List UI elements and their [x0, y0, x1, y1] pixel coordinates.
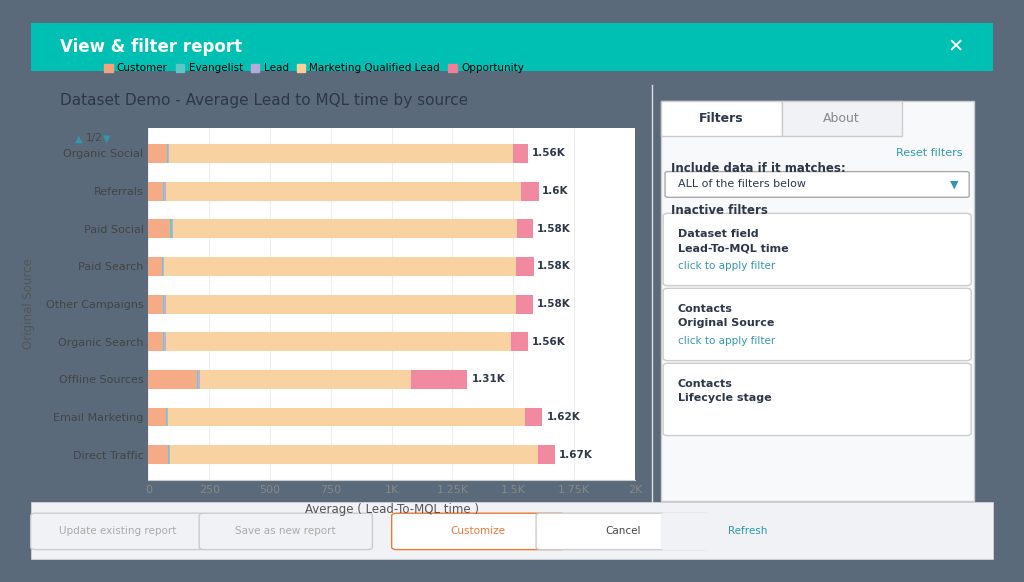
Bar	[164, 182, 166, 201]
Bar	[516, 257, 534, 276]
X-axis label: Average ( Lead-To-MQL time ): Average ( Lead-To-MQL time )	[305, 503, 478, 516]
Bar	[148, 257, 162, 276]
Bar	[166, 332, 511, 351]
Bar	[148, 332, 163, 351]
Text: 1.67K: 1.67K	[559, 450, 593, 460]
Bar	[148, 219, 170, 238]
Text: 1.6K: 1.6K	[542, 186, 568, 196]
Text: Contacts: Contacts	[678, 379, 732, 389]
Text: 1.31K: 1.31K	[471, 374, 505, 385]
Text: Contacts: Contacts	[678, 304, 732, 314]
Text: ALL of the filters below: ALL of the filters below	[678, 179, 806, 190]
Text: Filters: Filters	[699, 112, 743, 125]
Text: Customize: Customize	[451, 526, 506, 537]
Bar	[148, 370, 197, 389]
Y-axis label: Original Source: Original Source	[22, 259, 35, 349]
Bar	[538, 445, 555, 464]
FancyBboxPatch shape	[664, 214, 971, 286]
Bar	[168, 407, 525, 427]
Text: click to apply filter: click to apply filter	[678, 261, 775, 271]
Text: Dataset field: Dataset field	[678, 229, 758, 239]
Bar	[169, 445, 170, 464]
Bar	[167, 407, 168, 427]
Bar	[162, 257, 163, 276]
Text: Lifecycle stage: Lifecycle stage	[678, 393, 771, 403]
Bar	[166, 407, 167, 427]
FancyBboxPatch shape	[31, 23, 993, 72]
Bar	[167, 144, 168, 163]
Bar	[511, 332, 528, 351]
Text: 1.56K: 1.56K	[532, 337, 566, 347]
Text: 1.58K: 1.58K	[538, 261, 570, 271]
Text: ▼: ▼	[950, 179, 958, 190]
FancyBboxPatch shape	[662, 101, 974, 501]
Text: ▲: ▲	[75, 133, 83, 143]
Text: ▼: ▼	[102, 133, 111, 143]
Bar	[170, 445, 538, 464]
Text: Include data if it matches:: Include data if it matches:	[671, 162, 846, 175]
Text: ✕: ✕	[948, 38, 965, 57]
Text: Cancel: Cancel	[605, 526, 640, 537]
Bar	[199, 370, 200, 389]
Bar	[148, 445, 168, 464]
Text: Reset filters: Reset filters	[896, 148, 963, 158]
Bar	[197, 370, 199, 389]
Text: View & filter report: View & filter report	[59, 38, 242, 56]
Bar	[525, 407, 543, 427]
Text: 1.62K: 1.62K	[547, 412, 581, 422]
Text: Original Source: Original Source	[678, 318, 774, 328]
Text: About: About	[823, 112, 860, 125]
Bar	[166, 182, 520, 201]
Bar	[411, 370, 467, 389]
Bar	[168, 445, 169, 464]
FancyBboxPatch shape	[664, 288, 971, 361]
Bar	[148, 294, 163, 314]
FancyBboxPatch shape	[31, 502, 993, 559]
Text: Update existing report: Update existing report	[58, 526, 176, 537]
Bar	[168, 144, 169, 163]
Text: 1.58K: 1.58K	[538, 299, 570, 309]
Text: Save as new report: Save as new report	[236, 526, 336, 537]
Bar	[164, 294, 166, 314]
Bar	[148, 407, 166, 427]
FancyBboxPatch shape	[537, 513, 710, 549]
Text: 1/2: 1/2	[86, 133, 102, 143]
Bar	[172, 219, 173, 238]
Text: click to apply filter: click to apply filter	[678, 336, 775, 346]
Bar	[200, 370, 411, 389]
Bar	[163, 182, 164, 201]
Text: Lead-To-MQL time: Lead-To-MQL time	[678, 243, 788, 253]
Bar	[169, 144, 513, 163]
Text: Dataset Demo - Average Lead to MQL time by source: Dataset Demo - Average Lead to MQL time …	[59, 94, 468, 108]
Text: Inactive filters: Inactive filters	[671, 204, 768, 217]
Bar	[516, 294, 532, 314]
Bar	[513, 144, 528, 163]
FancyBboxPatch shape	[781, 101, 902, 136]
Bar	[170, 219, 172, 238]
FancyBboxPatch shape	[665, 172, 969, 197]
Legend: Customer, Evangelist, Lead, Marketing Qualified Lead, Opportunity: Customer, Evangelist, Lead, Marketing Qu…	[100, 59, 528, 77]
Bar	[163, 294, 164, 314]
Bar	[173, 219, 517, 238]
Text: Refresh: Refresh	[728, 526, 768, 537]
FancyBboxPatch shape	[199, 513, 373, 549]
FancyBboxPatch shape	[31, 513, 204, 549]
Bar	[163, 332, 164, 351]
Bar	[520, 182, 539, 201]
Bar	[163, 257, 164, 276]
Bar	[517, 219, 532, 238]
Bar	[148, 144, 167, 163]
FancyBboxPatch shape	[662, 513, 835, 549]
Text: 1.58K: 1.58K	[538, 223, 570, 234]
Bar	[148, 182, 163, 201]
Bar	[164, 332, 166, 351]
Bar	[164, 257, 516, 276]
FancyBboxPatch shape	[391, 513, 565, 549]
Bar	[166, 294, 516, 314]
Text: 1.56K: 1.56K	[532, 148, 566, 158]
FancyBboxPatch shape	[664, 363, 971, 435]
FancyBboxPatch shape	[662, 101, 781, 136]
